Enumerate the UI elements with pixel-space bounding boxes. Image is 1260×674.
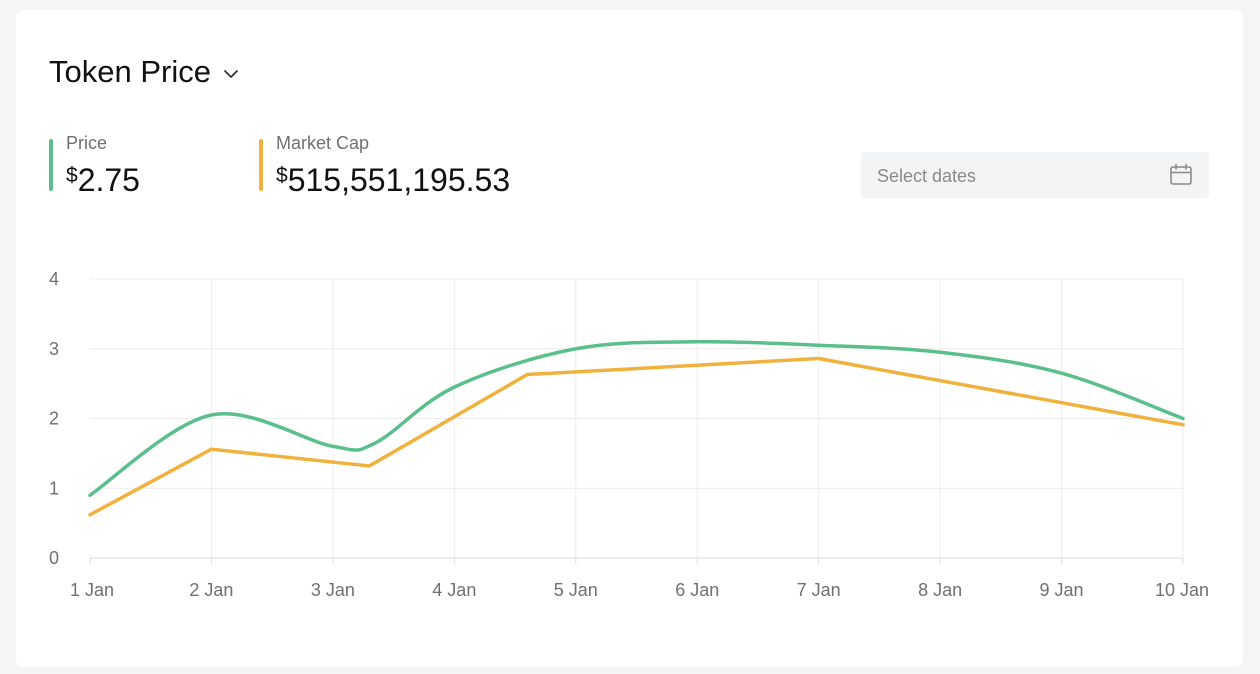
market-cap-value: $515,551,195.53 [276, 162, 510, 199]
x-tick-label: 6 Jan [675, 580, 719, 600]
market-cap-label: Market Cap [276, 133, 370, 153]
y-tick-label: 0 [49, 548, 59, 568]
x-tick-label: 7 Jan [797, 580, 841, 600]
page-title: Token Price [49, 54, 211, 89]
x-tick-label: 1 Jan [70, 580, 114, 600]
y-tick-label: 1 [49, 478, 59, 498]
x-tick-label: 2 Jan [189, 580, 233, 600]
price-currency: $ [66, 164, 78, 187]
market_cap-series-line [88, 356, 1185, 517]
x-tick-label: 4 Jan [432, 580, 476, 600]
price-value: $2.75 [66, 162, 140, 199]
title-dropdown[interactable]: Token Price [49, 54, 239, 90]
x-tick-label: 3 Jan [311, 580, 355, 600]
x-tick-label: 5 Jan [554, 580, 598, 600]
y-tick-label: 2 [49, 409, 59, 429]
date-placeholder: Select dates [877, 166, 977, 186]
price-legend-marker [49, 139, 53, 191]
y-tick-label: 4 [49, 269, 59, 289]
price-number: 2.75 [77, 162, 140, 198]
price-series-line [88, 339, 1185, 497]
calendar-icon [1170, 163, 1192, 185]
market-cap-legend-marker [259, 139, 263, 191]
x-tick-label: 10 Jan [1155, 580, 1209, 600]
chart-grid [89, 278, 1184, 564]
chevron-down-icon [224, 70, 238, 78]
price-chart: 0 1 2 3 4 1 Jan 2 Jan 3 Jan 4 Jan 5 Jan 6 Jan 7 Ja… [49, 269, 1209, 600]
token-price-card: Token Price Price $2.75 Market Cap $515,… [16, 10, 1243, 667]
x-tick-label: 9 Jan [1040, 580, 1084, 600]
price-label: Price [66, 133, 108, 153]
market-cap-number: 515,551,195.53 [287, 162, 511, 198]
y-tick-label: 3 [49, 339, 59, 359]
y-axis-ticks: 0 1 2 3 4 [49, 269, 59, 568]
x-axis-ticks: 1 Jan 2 Jan 3 Jan 4 Jan 5 Jan 6 Jan 7 Jan 8 Jan… [70, 580, 1209, 600]
chart-series [88, 339, 1185, 517]
x-tick-label: 8 Jan [918, 580, 962, 600]
market-cap-currency: $ [276, 164, 288, 187]
date-range-picker[interactable]: Select dates [861, 152, 1209, 198]
